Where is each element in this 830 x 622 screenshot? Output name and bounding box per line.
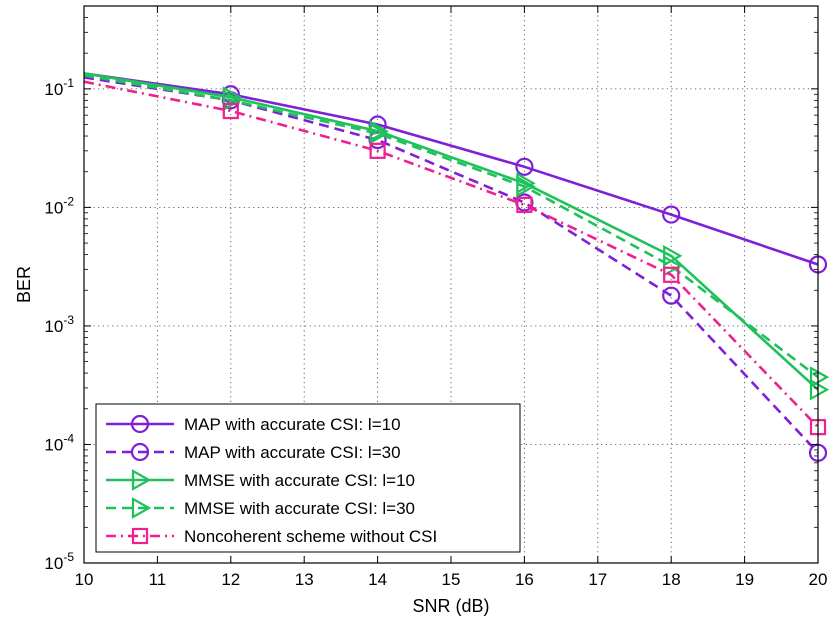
series-group <box>83 72 830 462</box>
y-axis-label: BER <box>14 266 34 303</box>
x-tick-label: 10 <box>75 570 94 589</box>
triangle-marker <box>516 175 536 198</box>
circle-marker <box>130 442 150 462</box>
legend-label: MMSE with accurate CSI: l=10 <box>184 471 415 490</box>
legend: MAP with accurate CSI: l=10 MAP with accu… <box>95 403 521 553</box>
x-tick-label: 20 <box>809 570 828 589</box>
legend-label: MAP with accurate CSI: l=30 <box>184 443 401 462</box>
triangle-marker <box>663 255 683 277</box>
square-marker <box>131 527 149 545</box>
legend-label: MMSE with accurate CSI: l=30 <box>184 499 415 518</box>
series-line <box>83 80 819 429</box>
circle-marker <box>662 205 681 224</box>
square-marker <box>516 196 533 213</box>
circle-marker <box>515 157 534 176</box>
x-tick-label: 19 <box>735 570 754 589</box>
square-marker <box>663 266 680 283</box>
x-tick-label: 12 <box>221 570 240 589</box>
circle-marker <box>662 286 681 305</box>
triangle-marker <box>131 469 152 491</box>
circle-marker <box>130 414 150 434</box>
triangle-marker <box>131 497 152 519</box>
triangle-marker <box>809 366 830 388</box>
x-tick-label: 15 <box>442 570 461 589</box>
x-tick-label: 13 <box>295 570 314 589</box>
x-tick-label: 14 <box>368 570 387 589</box>
legend-box <box>95 403 521 553</box>
series-line <box>83 72 819 391</box>
square-marker <box>222 102 239 120</box>
triangle-marker <box>809 378 830 401</box>
x-tick-label: 18 <box>662 570 681 589</box>
x-tick-label: 11 <box>149 570 167 589</box>
x-axis-label: SNR (dB) <box>412 596 489 616</box>
triangle-marker <box>369 122 389 145</box>
series-line <box>83 72 819 266</box>
series-line <box>83 74 819 379</box>
x-tick-label: 16 <box>515 570 534 589</box>
square-marker <box>369 142 386 159</box>
legend-label: Noncoherent scheme without CSI <box>184 527 437 546</box>
series-5 <box>83 80 827 436</box>
x-tick-label: 17 <box>588 570 607 589</box>
legend-label: MAP with accurate CSI: l=10 <box>184 415 401 434</box>
